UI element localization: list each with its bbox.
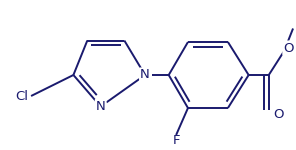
- Text: F: F: [172, 135, 180, 147]
- Text: Cl: Cl: [15, 90, 28, 102]
- Text: N: N: [140, 69, 150, 81]
- Text: N: N: [96, 100, 105, 113]
- Text: O: O: [283, 42, 294, 54]
- Text: O: O: [273, 108, 284, 120]
